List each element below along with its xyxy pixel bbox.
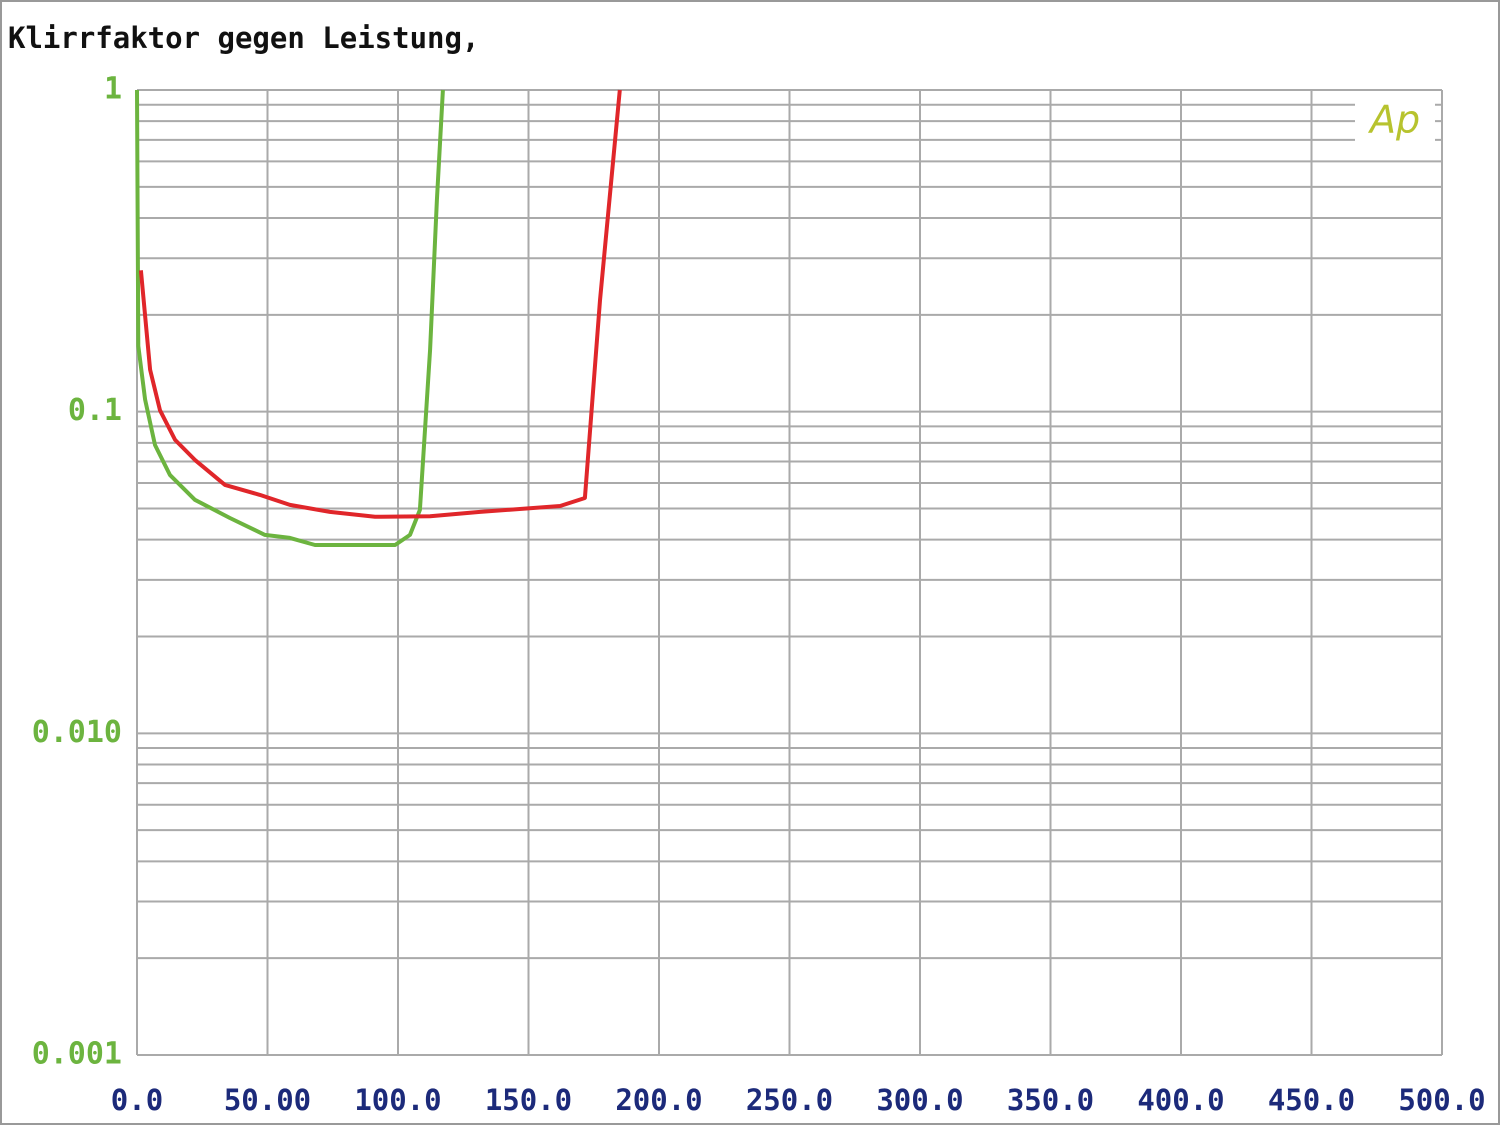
y-tick-label: 1 xyxy=(104,72,122,107)
series-line xyxy=(135,89,445,547)
x-tick-label: 450.0 xyxy=(1268,1083,1355,1117)
x-tick-label: 250.0 xyxy=(746,1083,833,1117)
x-tick-label: 50.00 xyxy=(224,1083,311,1117)
x-tick-label: 100.0 xyxy=(354,1083,441,1117)
chart-title: Klirrfaktor gegen Leistung, xyxy=(8,21,479,55)
x-tick-label: 500.0 xyxy=(1398,1083,1485,1117)
logo: Ap xyxy=(1367,98,1420,142)
x-tick-label: 350.0 xyxy=(1007,1083,1094,1117)
x-tick-label: 200.0 xyxy=(615,1083,702,1117)
series-line xyxy=(138,89,622,519)
x-tick-label: 300.0 xyxy=(876,1083,963,1117)
x-tick-label: 0.0 xyxy=(111,1083,163,1117)
y-tick-label: 0.001 xyxy=(32,1037,122,1072)
y-tick-label: 0.010 xyxy=(32,715,122,750)
logo-box xyxy=(1355,95,1435,151)
x-tick-label: 400.0 xyxy=(1137,1083,1224,1117)
y-tick-label: 0.1 xyxy=(68,393,122,428)
x-tick-label: 150.0 xyxy=(485,1083,572,1117)
